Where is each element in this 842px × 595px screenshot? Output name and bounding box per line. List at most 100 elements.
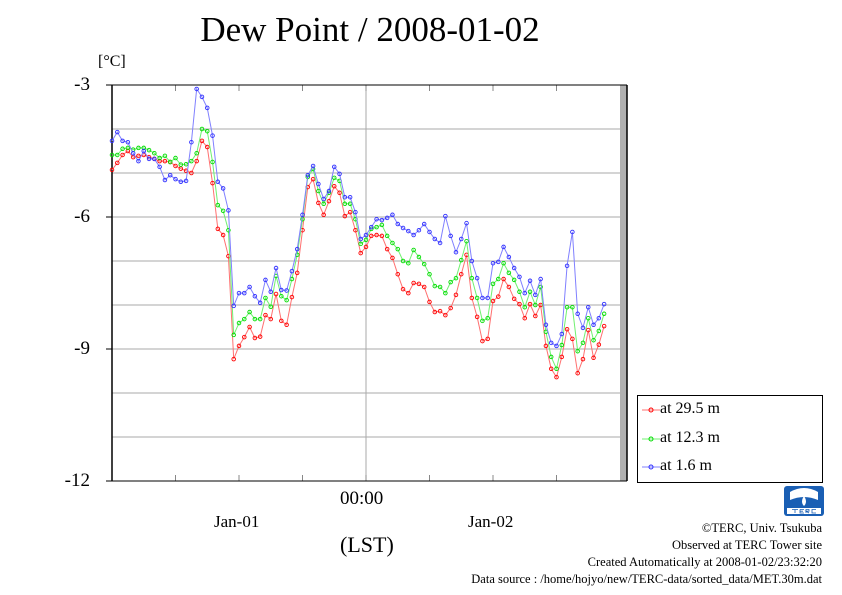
- data-point: [527, 278, 533, 284]
- data-point: [257, 300, 263, 306]
- data-point: [543, 322, 549, 328]
- data-point: [437, 240, 443, 246]
- data-point: [157, 155, 162, 161]
- data-point: [480, 338, 485, 344]
- data-point: [173, 163, 178, 169]
- data-point: [363, 232, 369, 238]
- data-point: [342, 194, 348, 200]
- data-point: [321, 196, 326, 202]
- data-point: [564, 304, 570, 310]
- data-point: [157, 164, 162, 170]
- data-point: [162, 158, 168, 164]
- data-point: [416, 281, 422, 287]
- data-point: [257, 334, 263, 339]
- data-point: [157, 158, 162, 164]
- data-point: [279, 318, 284, 324]
- data-point: [480, 318, 485, 324]
- data-point: [210, 133, 215, 138]
- data-point: [522, 290, 528, 296]
- data-point: [580, 325, 586, 331]
- data-point: [279, 287, 284, 293]
- data-point: [421, 221, 427, 227]
- data-point: [586, 327, 591, 333]
- data-point: [517, 301, 522, 307]
- data-point: [432, 309, 438, 315]
- data-point: [586, 304, 591, 310]
- data-point: [268, 316, 274, 322]
- x-axis-label: (LST): [340, 532, 394, 557]
- data-point: [379, 222, 385, 228]
- data-point: [332, 164, 337, 170]
- data-point: [591, 322, 596, 328]
- data-point: [580, 340, 586, 346]
- data-point: [231, 356, 236, 362]
- data-point: [596, 328, 602, 334]
- data-point: [564, 326, 570, 332]
- data-point: [294, 246, 300, 252]
- data-point: [379, 217, 385, 223]
- data-point: [141, 145, 146, 151]
- data-point: [321, 201, 326, 207]
- data-point: [358, 250, 363, 256]
- data-point: [337, 190, 342, 196]
- data-point: [575, 348, 580, 354]
- data-point: [369, 224, 374, 230]
- data-point: [406, 228, 411, 234]
- data-point: [273, 265, 279, 271]
- data-point: [395, 271, 401, 277]
- data-point: [485, 336, 490, 342]
- x-day-label: Jan-02: [468, 512, 514, 531]
- data-point: [554, 374, 559, 380]
- data-point: [374, 224, 379, 230]
- data-point: [480, 295, 485, 301]
- footer-created: Created Automatically at 2008-01-02/23:3…: [587, 555, 822, 569]
- data-point: [591, 337, 596, 343]
- legend-marker-green: [642, 436, 660, 442]
- data-point: [469, 295, 475, 301]
- data-point: [220, 232, 226, 238]
- data-point: [347, 201, 353, 207]
- data-point: [109, 152, 115, 158]
- data-point: [189, 139, 194, 145]
- data-point: [316, 188, 321, 194]
- data-point: [395, 221, 401, 227]
- data-point: [548, 340, 554, 346]
- data-point: [411, 247, 416, 253]
- data-point: [109, 167, 115, 173]
- data-point: [199, 94, 205, 100]
- data-point: [120, 146, 125, 152]
- x-tick-label-midnight: 00:00: [340, 488, 384, 509]
- data-point: [570, 336, 575, 342]
- data-point: [453, 292, 459, 298]
- data-point: [242, 290, 247, 296]
- data-point: [390, 255, 395, 261]
- data-point: [284, 297, 289, 303]
- data-point: [252, 316, 258, 322]
- data-point: [294, 270, 300, 276]
- data-point: [564, 263, 570, 269]
- data-point: [231, 303, 236, 309]
- y-tick-label: -9: [74, 338, 90, 359]
- data-point: [326, 188, 332, 194]
- data-point: [173, 176, 178, 182]
- data-point: [469, 275, 475, 281]
- data-point: [236, 320, 242, 326]
- data-point: [485, 315, 490, 321]
- data-point: [268, 304, 274, 310]
- data-point: [506, 270, 512, 276]
- data-point: [247, 284, 252, 290]
- data-point: [406, 290, 411, 296]
- data-point: [358, 241, 363, 247]
- data-point: [316, 200, 321, 206]
- data-point: [416, 227, 422, 233]
- data-point: [533, 313, 538, 319]
- data-point: [141, 148, 146, 154]
- data-point: [263, 295, 268, 301]
- data-point: [167, 159, 173, 165]
- legend-marker-red: [642, 407, 660, 413]
- data-point: [220, 208, 226, 214]
- data-point: [538, 276, 543, 282]
- data-point: [125, 139, 131, 145]
- data-point: [506, 284, 512, 290]
- data-point: [485, 295, 490, 301]
